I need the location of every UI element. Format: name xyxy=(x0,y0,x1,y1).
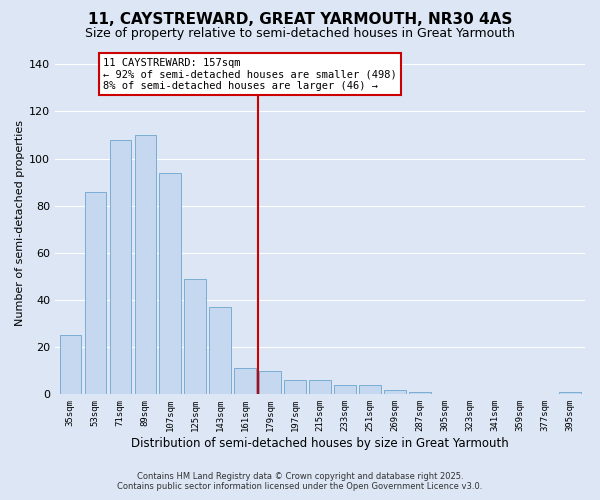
Bar xyxy=(259,371,281,394)
Text: 11, CAYSTREWARD, GREAT YARMOUTH, NR30 4AS: 11, CAYSTREWARD, GREAT YARMOUTH, NR30 4A… xyxy=(88,12,512,28)
Bar xyxy=(85,192,106,394)
Text: 11 CAYSTREWARD: 157sqm
← 92% of semi-detached houses are smaller (498)
8% of sem: 11 CAYSTREWARD: 157sqm ← 92% of semi-det… xyxy=(103,58,397,91)
Bar xyxy=(359,385,380,394)
Bar xyxy=(110,140,131,394)
Bar xyxy=(310,380,331,394)
Bar xyxy=(160,172,181,394)
X-axis label: Distribution of semi-detached houses by size in Great Yarmouth: Distribution of semi-detached houses by … xyxy=(131,437,509,450)
Y-axis label: Number of semi-detached properties: Number of semi-detached properties xyxy=(15,120,25,326)
Bar xyxy=(184,279,206,394)
Bar xyxy=(209,307,231,394)
Bar xyxy=(235,368,256,394)
Bar xyxy=(334,385,356,394)
Bar xyxy=(59,336,81,394)
Bar xyxy=(284,380,306,394)
Text: Size of property relative to semi-detached houses in Great Yarmouth: Size of property relative to semi-detach… xyxy=(85,28,515,40)
Bar xyxy=(134,135,156,394)
Bar xyxy=(385,390,406,394)
Bar xyxy=(559,392,581,394)
Bar xyxy=(409,392,431,394)
Text: Contains HM Land Registry data © Crown copyright and database right 2025.
Contai: Contains HM Land Registry data © Crown c… xyxy=(118,472,482,491)
